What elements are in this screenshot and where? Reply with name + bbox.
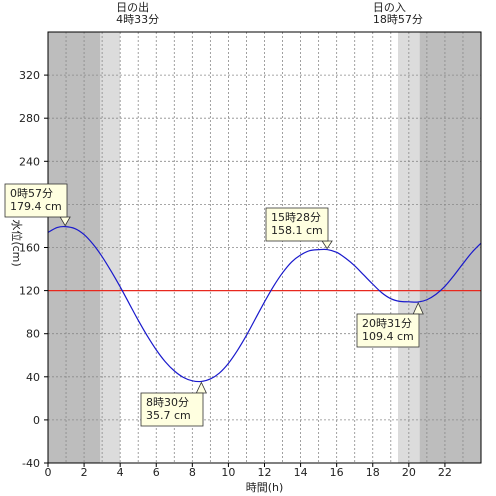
x-tick-label: 18: [366, 466, 380, 479]
callout-fill: [5, 184, 67, 217]
extreme-time: 15時28分: [271, 211, 321, 224]
shade-band-day: [120, 32, 399, 463]
extreme-time: 20時31分: [362, 317, 412, 330]
y-axis-label: 水位(cm): [10, 219, 24, 266]
extreme-level: 35.7 cm: [146, 409, 191, 422]
callout-fill: [141, 393, 203, 426]
extreme-time: 8時30分: [146, 396, 189, 409]
x-tick-label: 4: [117, 466, 124, 479]
x-tick-label: 0: [45, 466, 52, 479]
y-tick-label: 80: [26, 328, 40, 341]
x-axis-ticks: 0 2 4 6 8 10 12 14 16 18 20 22: [45, 463, 452, 479]
sunset-label: 日の入: [373, 1, 406, 14]
y-tick-label: 240: [19, 155, 40, 168]
x-tick-label: 16: [330, 466, 344, 479]
x-tick-label: 22: [438, 466, 452, 479]
extreme-level: 158.1 cm: [271, 224, 323, 237]
y-tick-label: 0: [33, 414, 40, 427]
y-tick-label: 120: [19, 285, 40, 298]
shade-band-twilight: [100, 32, 121, 463]
x-axis-label: 時間(h): [246, 481, 284, 494]
x-tick-label: 2: [81, 466, 88, 479]
x-tick-label: 14: [294, 466, 308, 479]
y-tick-label: 40: [26, 371, 40, 384]
callout-fill: [357, 314, 419, 347]
sunset-time: 18時57分: [373, 13, 423, 26]
y-tick-label: -40: [22, 457, 40, 470]
callout-fill: [266, 208, 328, 241]
extreme-level: 179.4 cm: [10, 200, 62, 213]
x-tick-label: 10: [221, 466, 235, 479]
y-tick-label: 320: [19, 69, 40, 82]
sunrise-label: 日の出: [116, 0, 149, 14]
x-tick-label: 6: [153, 466, 160, 479]
sunrise-time: 4時33分: [116, 13, 159, 26]
tide-level-line: [47, 225, 482, 383]
x-tick-label: 8: [189, 466, 196, 479]
y-tick-label: 160: [19, 242, 40, 255]
extreme-level: 109.4 cm: [362, 330, 414, 343]
extreme-time: 0時57分: [10, 187, 53, 200]
x-tick-label: 12: [258, 466, 272, 479]
y-tick-label: 280: [19, 112, 40, 125]
x-tick-label: 20: [402, 466, 416, 479]
y-axis-ticks: -4004080120160200240280320: [19, 69, 48, 470]
grid-lines: [48, 32, 481, 463]
